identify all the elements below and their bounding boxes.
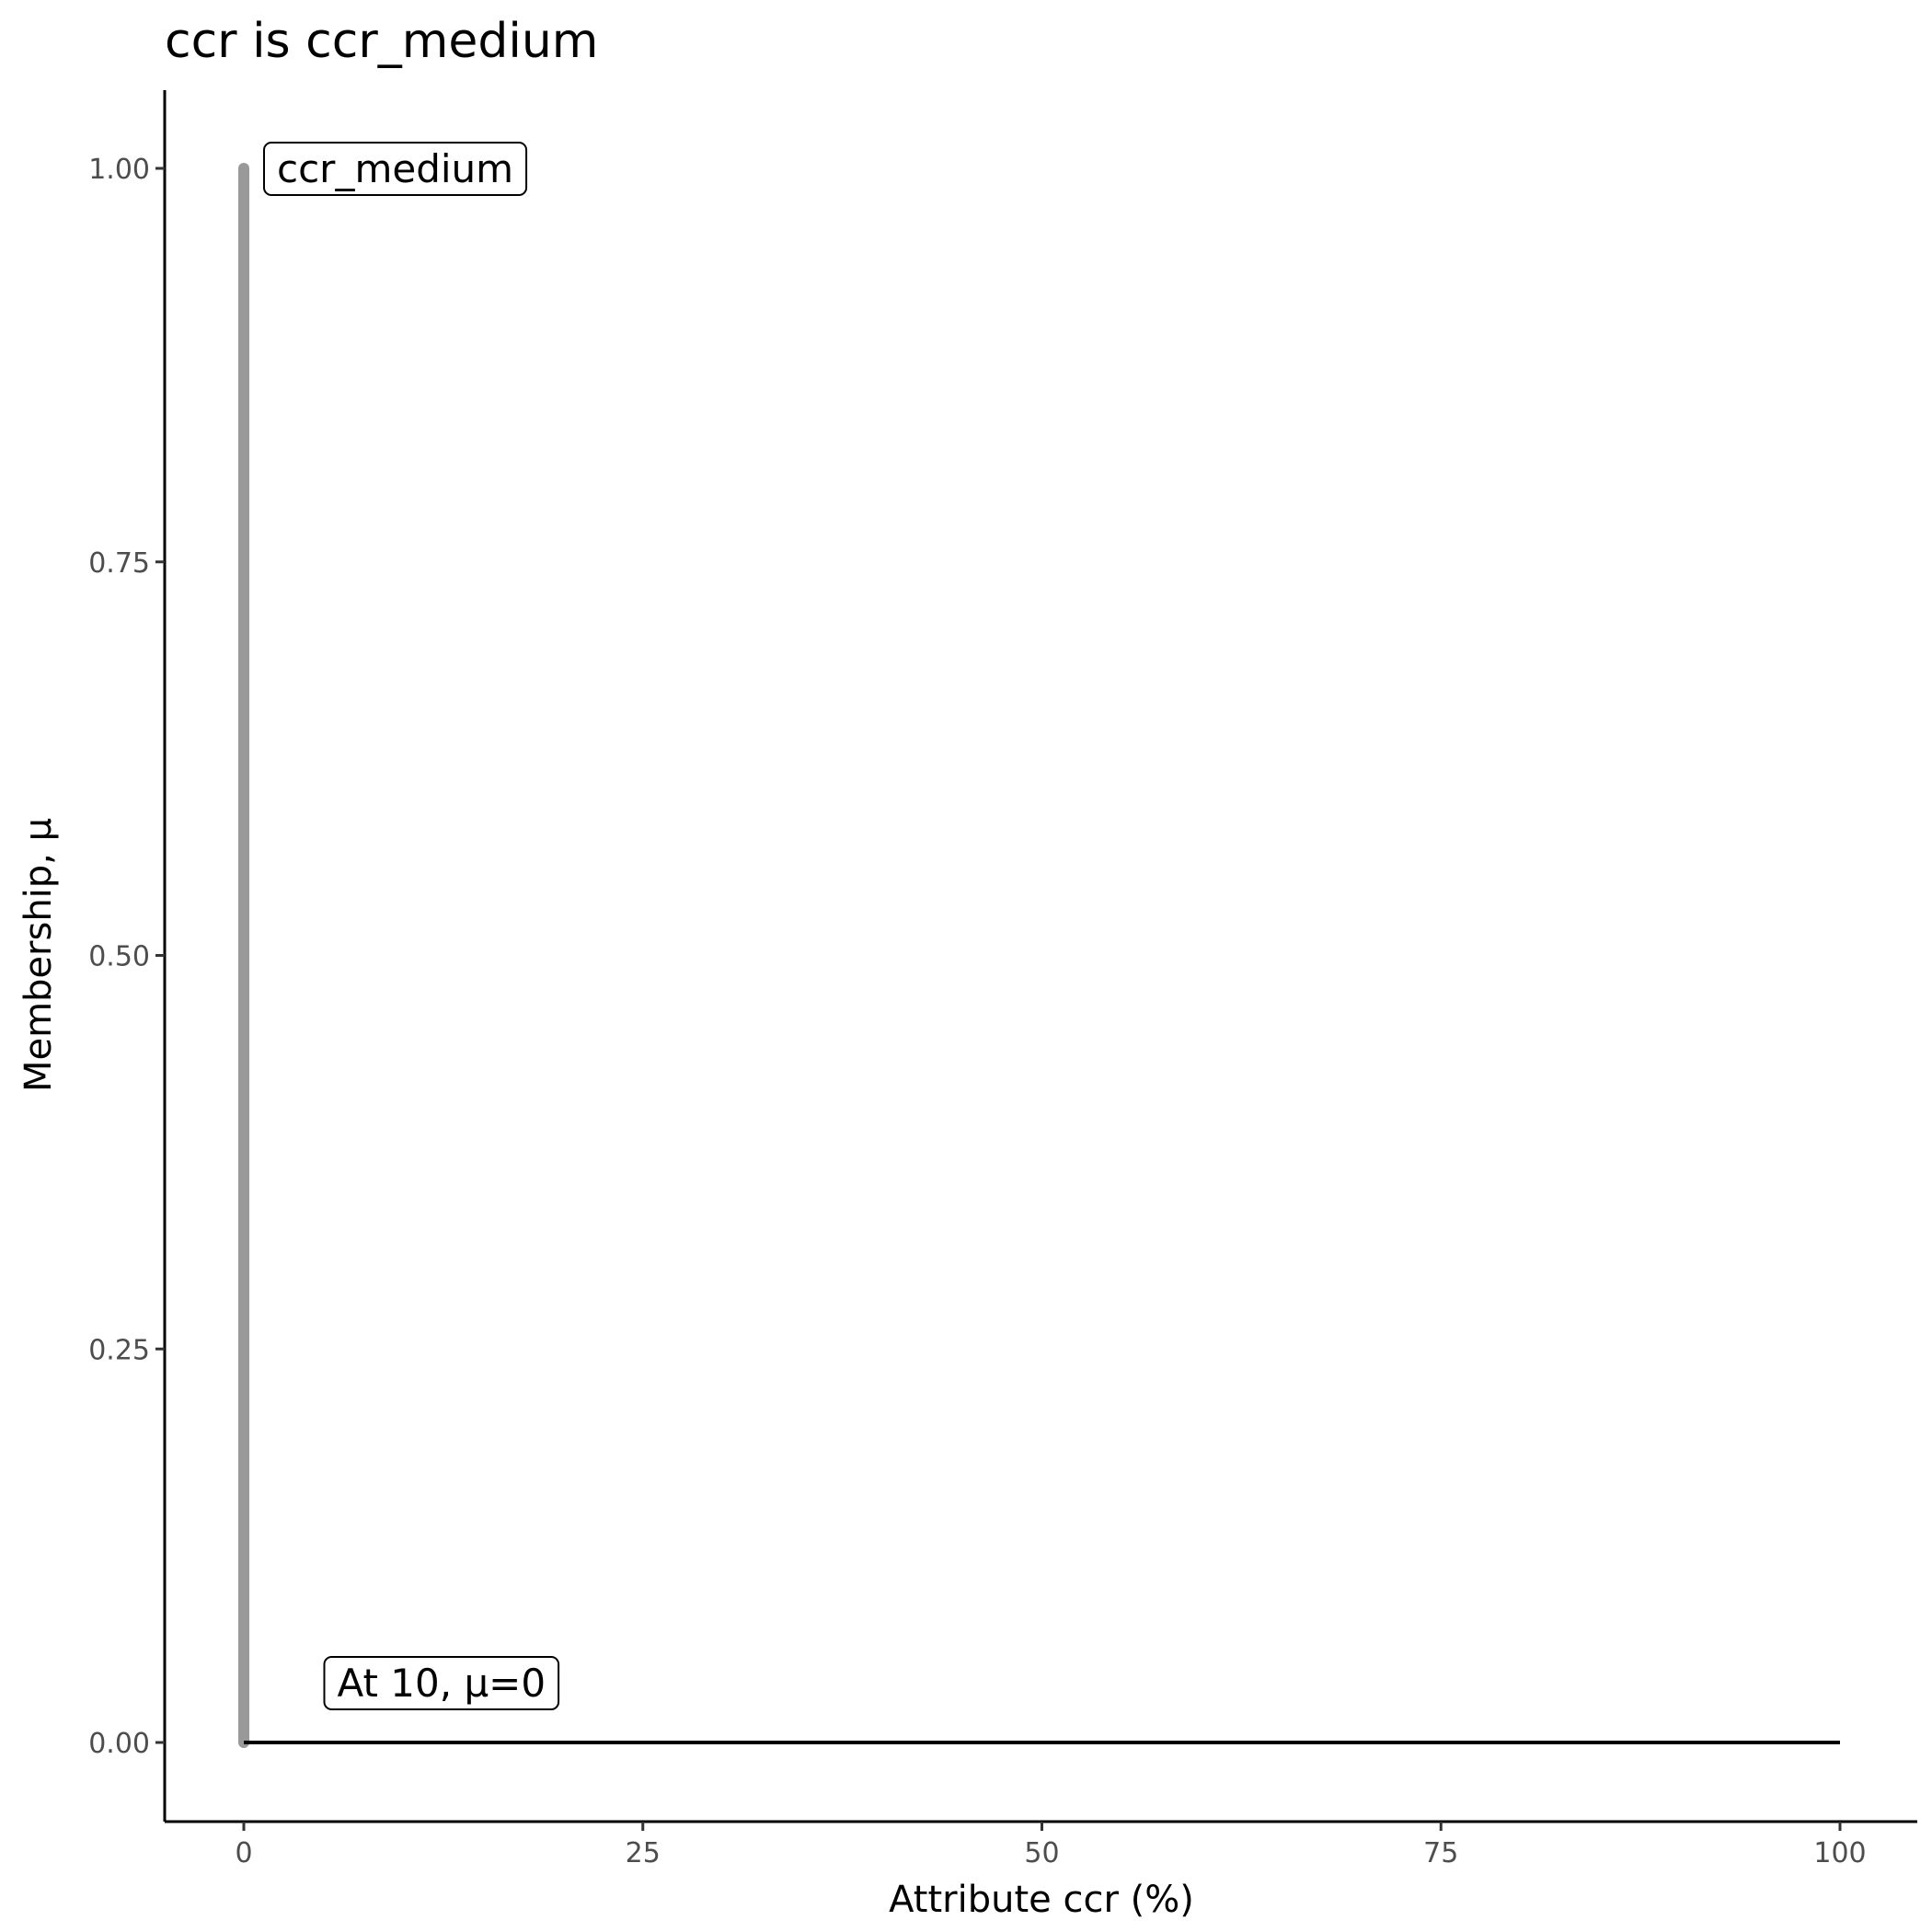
x-tick-label: 0 [235,1837,252,1869]
y-tick-label: 0.50 [88,941,150,973]
x-tick-label: 100 [1813,1837,1866,1869]
x-tick-label: 50 [1024,1837,1059,1869]
y-tick-label: 0.75 [88,547,150,580]
annotation-label: At 10, μ=0 [323,1656,560,1710]
y-tick-label: 0.25 [88,1334,150,1366]
x-tick-label: 75 [1423,1837,1458,1869]
annotation-box [263,142,528,196]
annotation-box [323,1656,560,1710]
y-tick-label: 0.00 [88,1728,150,1760]
y-axis-label: Membership, μ [17,818,60,1092]
annotation-text: At 10, μ=0 [338,1661,546,1706]
x-axis-label: Attribute ccr (%) [889,1879,1194,1921]
annotation-text: ccr_medium [277,146,513,191]
y-tick-label: 1.00 [88,154,150,186]
chart-title: ccr is ccr_medium [165,14,598,69]
annotation-label: ccr_medium [263,142,528,196]
x-tick-label: 25 [626,1837,661,1869]
